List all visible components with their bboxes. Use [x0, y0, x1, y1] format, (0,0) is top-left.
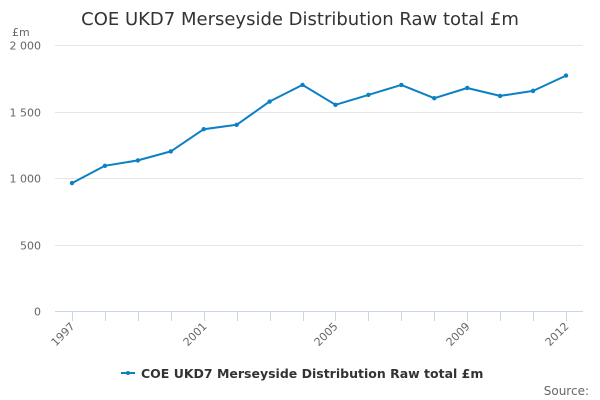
data-point-2004[interactable]: [300, 82, 305, 88]
x-tick-label: 2001: [181, 320, 210, 349]
source-label: Source:: [544, 384, 589, 398]
data-point-2008[interactable]: [432, 96, 437, 101]
legend-item[interactable]: COE UKD7 Merseyside Distribution Raw tot…: [141, 366, 483, 381]
data-point-1997[interactable]: [69, 180, 75, 186]
y-tick-label: 500: [20, 240, 41, 253]
series-line-path: [71, 74, 567, 184]
data-point-2002[interactable]: [234, 122, 239, 128]
y-tick-label: 2 000: [10, 40, 42, 53]
data-point-2005[interactable]: [333, 102, 338, 108]
data-point-2010[interactable]: [497, 93, 503, 99]
data-point-2007[interactable]: [399, 82, 404, 88]
data-point-1999[interactable]: [135, 158, 141, 163]
legend[interactable]: COE UKD7 Merseyside Distribution Raw tot…: [121, 366, 483, 381]
data-point-2006[interactable]: [366, 92, 371, 98]
x-tick-label: 1997: [49, 320, 78, 349]
y-tick-label: 1 000: [10, 173, 42, 186]
data-point-2000[interactable]: [168, 149, 173, 154]
data-point-2001[interactable]: [201, 126, 206, 132]
data-point-2012[interactable]: [563, 73, 569, 78]
x-tick-label: 2005: [312, 320, 341, 349]
x-tick-label: 2012: [543, 320, 572, 349]
data-point-2003[interactable]: [267, 99, 272, 104]
data-point-2009[interactable]: [465, 85, 470, 91]
legend-marker-icon: [126, 371, 130, 375]
gridlines: [55, 45, 583, 246]
y-tick-label: 0: [34, 306, 41, 319]
data-point-2011[interactable]: [530, 88, 536, 94]
y-axis-label: £m: [12, 26, 30, 39]
x-tick-label: 2009: [444, 320, 473, 349]
chart-title: COE UKD7 Merseyside Distribution Raw tot…: [81, 9, 519, 30]
data-point-1998[interactable]: [102, 163, 108, 168]
y-axis: 0 500 1 000 1 500 2 000: [10, 40, 42, 319]
series-line: [69, 73, 569, 186]
y-tick-label: 1 500: [10, 107, 42, 120]
x-axis: 1997 2001 2005 2009 2012: [49, 311, 572, 349]
